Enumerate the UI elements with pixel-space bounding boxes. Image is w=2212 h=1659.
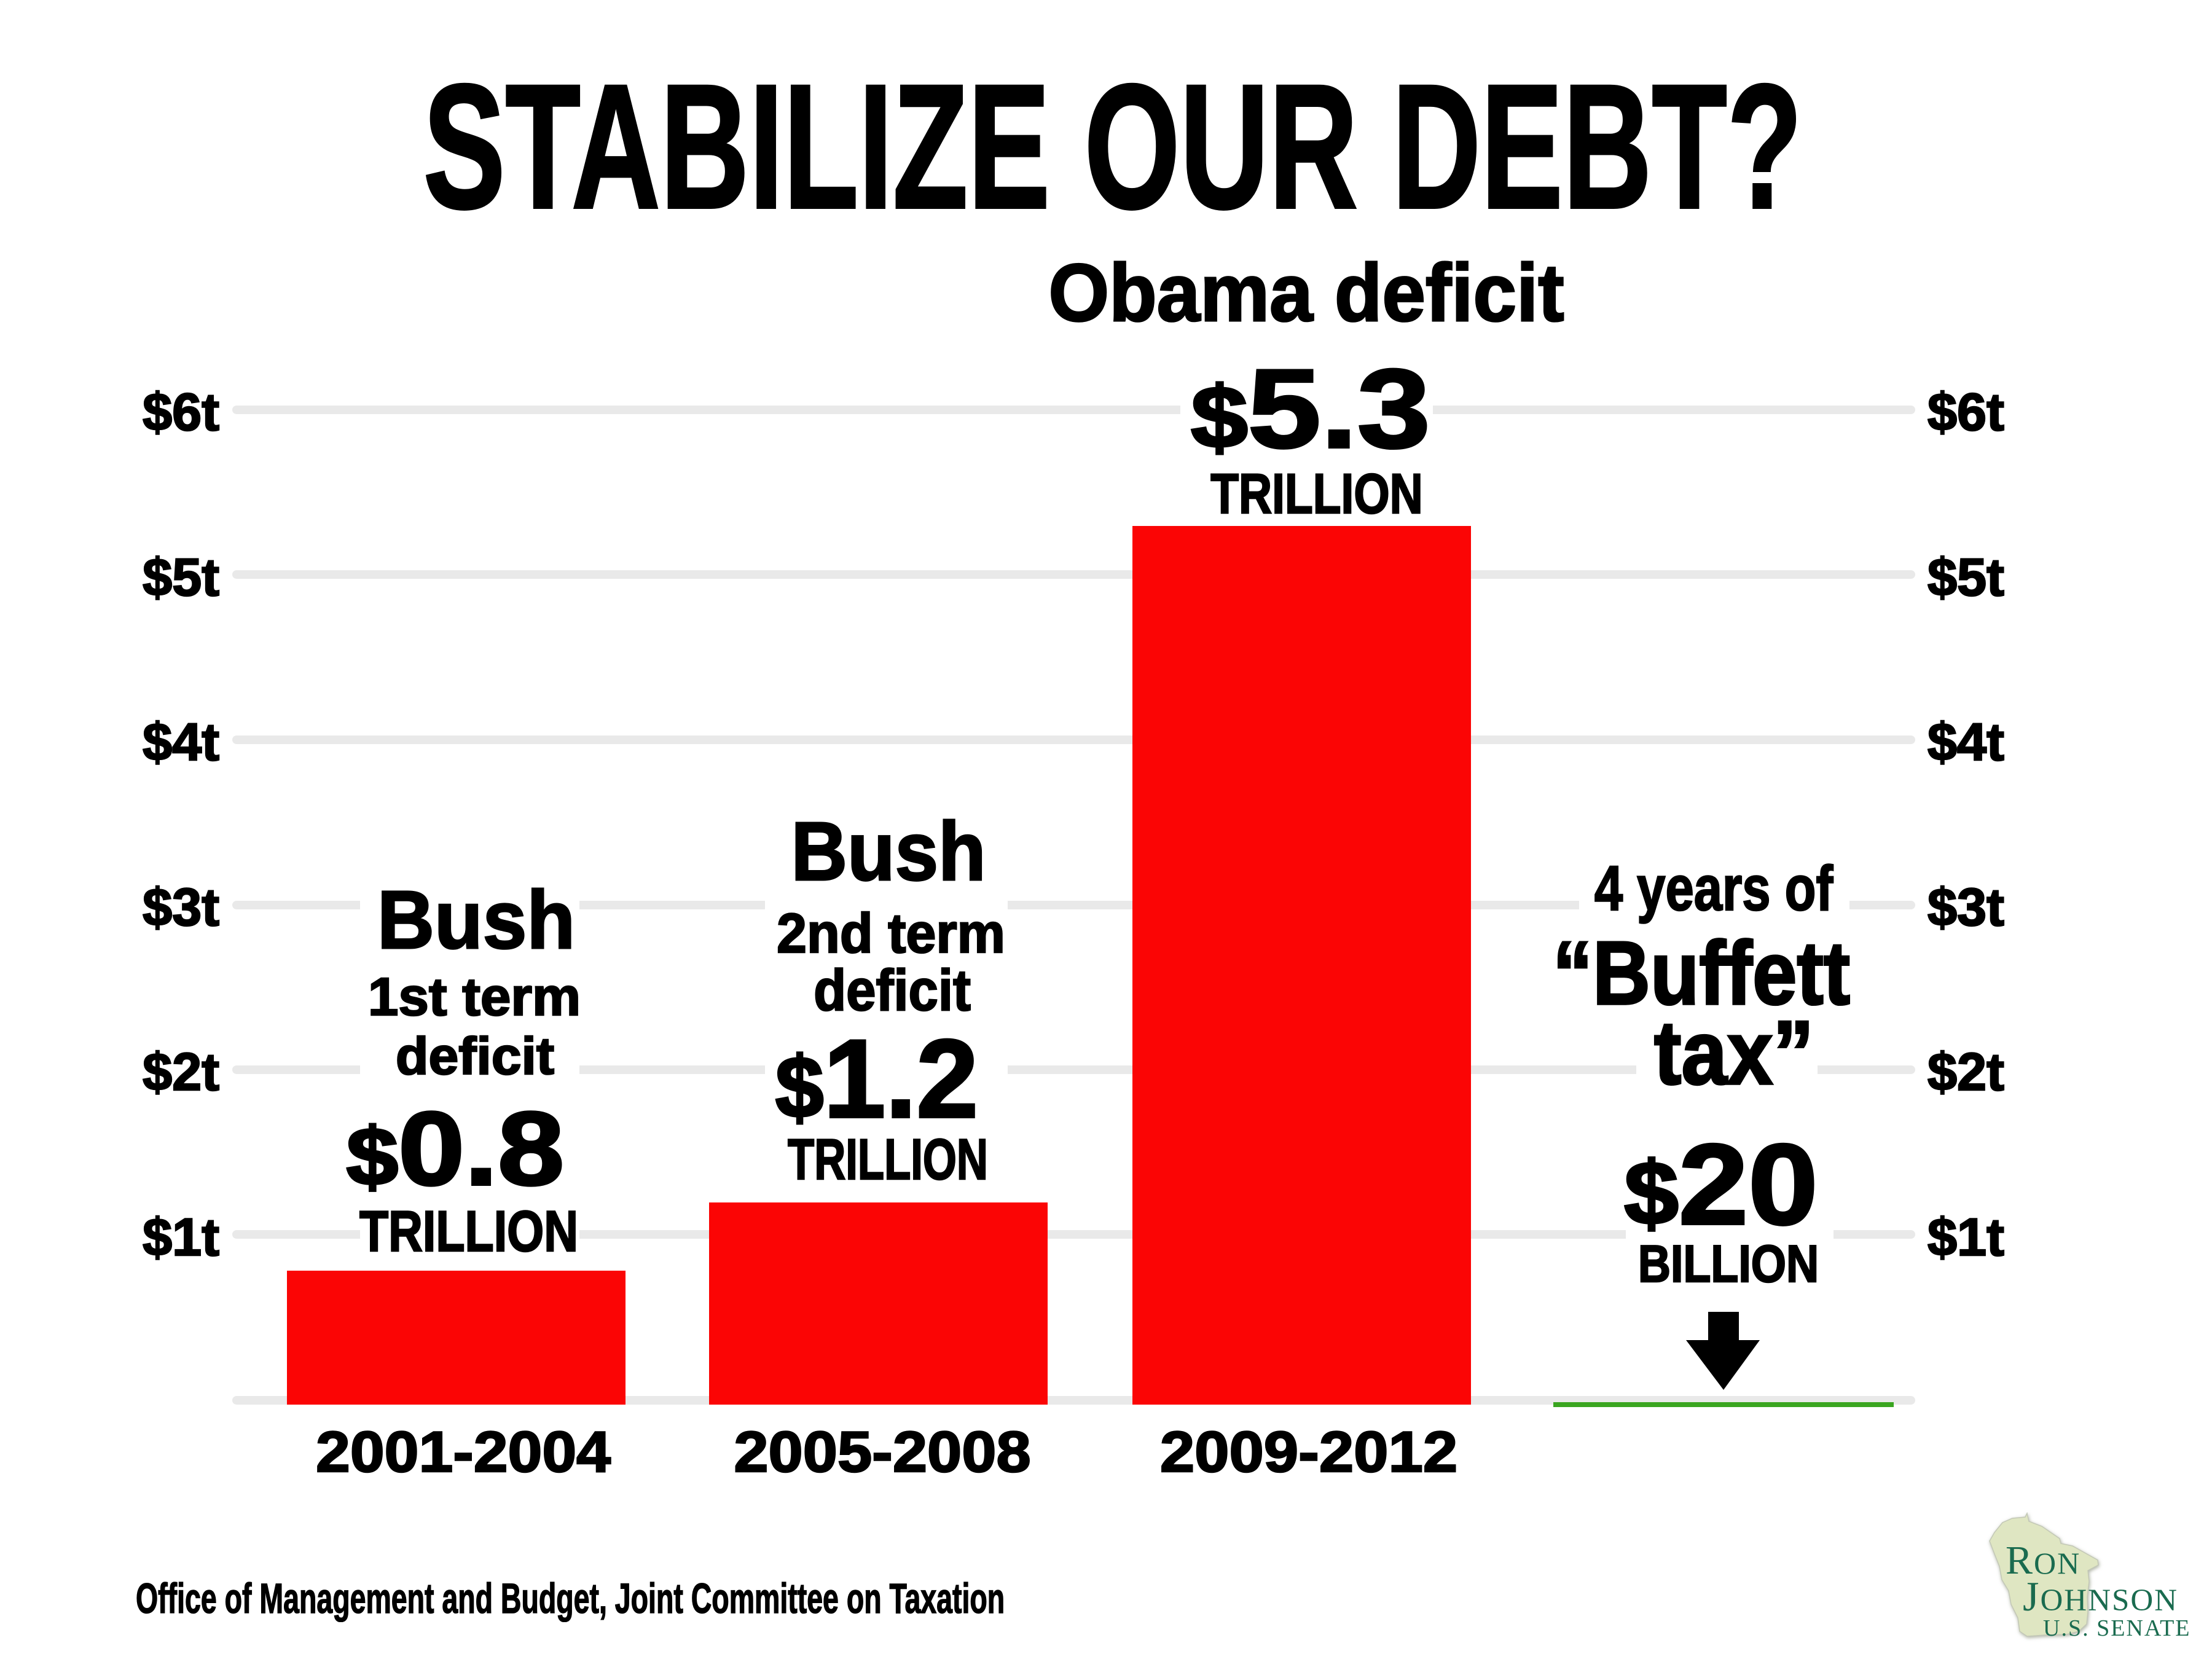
svg-text:U.S. SENATE: U.S. SENATE: [2043, 1615, 2191, 1641]
svg-text:RON: RON: [2006, 1538, 2081, 1583]
